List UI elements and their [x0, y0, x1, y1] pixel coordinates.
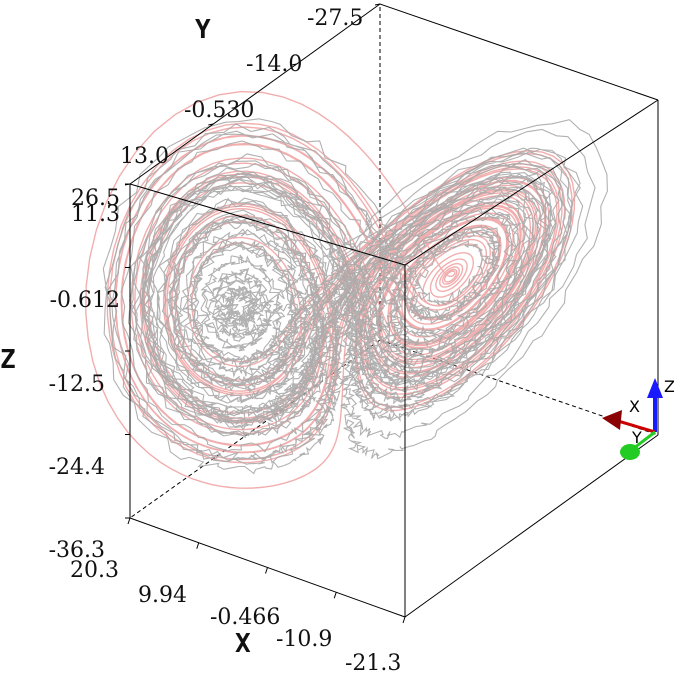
triad-x-label: X — [629, 397, 640, 416]
box-edge — [404, 434, 659, 618]
triad-x-axis — [617, 419, 656, 434]
triad-z-arrowhead — [647, 378, 663, 398]
z-tick-label: -0.612 — [50, 288, 120, 313]
x-tick-label: -0.466 — [210, 605, 280, 630]
y-axis-tick — [208, 123, 214, 126]
y-tick-label: -27.5 — [307, 6, 363, 31]
box-edge — [129, 183, 406, 266]
box-edge — [404, 99, 659, 266]
box-edge — [379, 3, 659, 101]
triad-y-arrowhead — [620, 444, 640, 460]
x-axis-tick — [196, 542, 200, 549]
triad-z-label: Z — [664, 377, 674, 396]
x-axis-tick — [333, 592, 337, 599]
x-axis-title: X — [235, 629, 251, 659]
triad-y-label: Y — [631, 428, 642, 447]
x-axis-tick — [127, 517, 131, 525]
z-tick-label: -24.4 — [49, 455, 105, 480]
y-axis-title: Y — [195, 15, 211, 45]
x-tick-label: 9.94 — [138, 583, 187, 608]
box-edge — [129, 3, 381, 185]
z-axis-title: Z — [0, 345, 16, 375]
y-axis-tick — [291, 63, 297, 66]
y-tick-label: -14.0 — [246, 52, 302, 77]
trajectory-series-noisy — [102, 118, 608, 475]
z-tick-label: -36.3 — [49, 538, 105, 563]
x-tick-label: -10.9 — [276, 627, 332, 652]
x-axis-tick — [402, 616, 406, 624]
y-axis-tick — [374, 3, 381, 6]
y-axis-tick — [124, 183, 131, 186]
z-tick-label: -12.5 — [49, 372, 105, 397]
y-tick-label: 13.0 — [120, 144, 169, 169]
orientation-triad: Z X Y — [602, 377, 674, 460]
x-tick-label: -21.3 — [345, 651, 401, 676]
x-tick-label: 20.3 — [70, 558, 119, 583]
z-tick-label: 11.3 — [71, 202, 120, 227]
triad-y-axis — [633, 430, 656, 450]
z-tick-label: 26.5 — [71, 186, 120, 211]
y-tick-label: -0.530 — [184, 98, 254, 123]
trajectory-layer — [85, 90, 608, 489]
axis-ticks — [124, 3, 406, 624]
x-axis-tick — [265, 567, 268, 574]
triad-x-arrowhead — [602, 410, 622, 430]
